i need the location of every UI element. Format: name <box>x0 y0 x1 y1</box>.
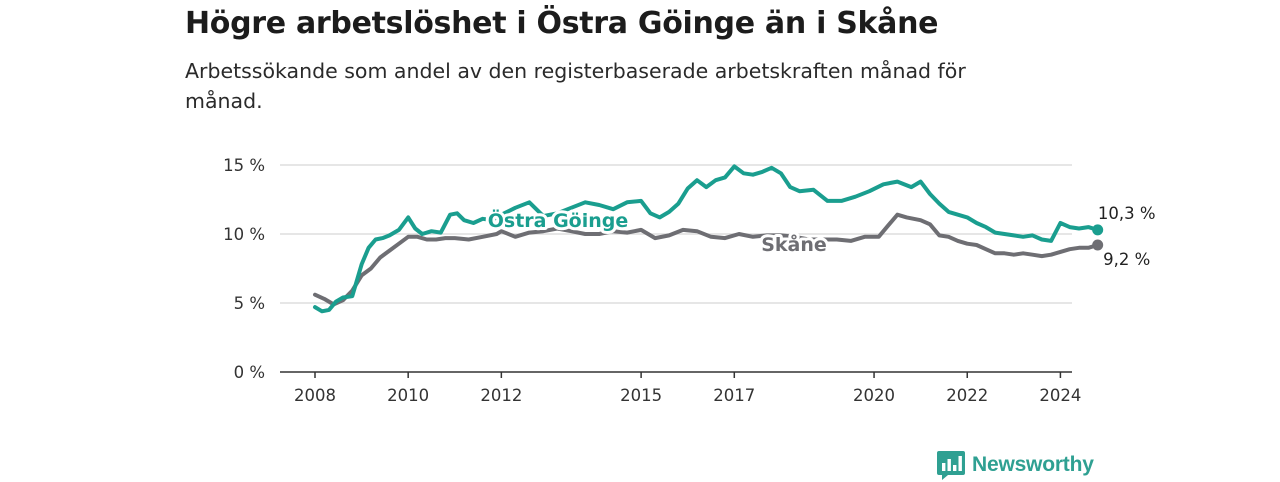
series-name-skane-halo: Skåne <box>761 232 827 256</box>
y-tick-label: 5 % <box>234 294 265 313</box>
x-tick-label: 2017 <box>713 386 755 405</box>
series-lines <box>313 164 1104 314</box>
series-end-point-ostra-goinge <box>1092 224 1104 236</box>
series-line-ostra-goinge <box>313 164 1100 314</box>
newsworthy-logo: Newsworthy <box>936 448 1094 482</box>
y-axis-ticks: 0 % 5 % 10 % 15 % <box>223 156 265 382</box>
x-tick-label: 2020 <box>853 386 895 405</box>
y-tick-label: 10 % <box>223 225 265 244</box>
series-end-value: 10,3 % <box>1098 204 1156 223</box>
newsworthy-logo-icon <box>937 451 965 480</box>
chart-title: Högre arbetslöshet i Östra Göinge än i S… <box>185 6 939 41</box>
series-name-ostra-goinge-halo: Östra Göinge <box>488 208 629 232</box>
brand-name: Newsworthy <box>972 453 1094 476</box>
series-name-ostra-goinge: Östra Göinge <box>488 208 629 232</box>
series-end-value: 9,2 % <box>1103 250 1150 269</box>
x-tick-label: 2012 <box>480 386 522 405</box>
x-tick-label: 2008 <box>294 386 336 405</box>
y-tick-label: 0 % <box>234 363 265 382</box>
chart-subtitle: Arbetssökande som andel av den registerb… <box>185 59 966 113</box>
x-tick-label: 2024 <box>1039 386 1081 405</box>
x-tick-label: 2022 <box>946 386 988 405</box>
series-line-skane <box>313 212 1100 307</box>
x-tick-label: 2010 <box>387 386 429 405</box>
y-tick-label: 15 % <box>223 156 265 175</box>
series-name-skane: Skåne <box>761 232 827 256</box>
series-end-point-skane <box>1092 239 1104 251</box>
x-tick-label: 2015 <box>620 386 662 405</box>
x-axis-ticks: 2008 2010 2012 2015 2017 2020 2022 2024 <box>294 372 1081 405</box>
